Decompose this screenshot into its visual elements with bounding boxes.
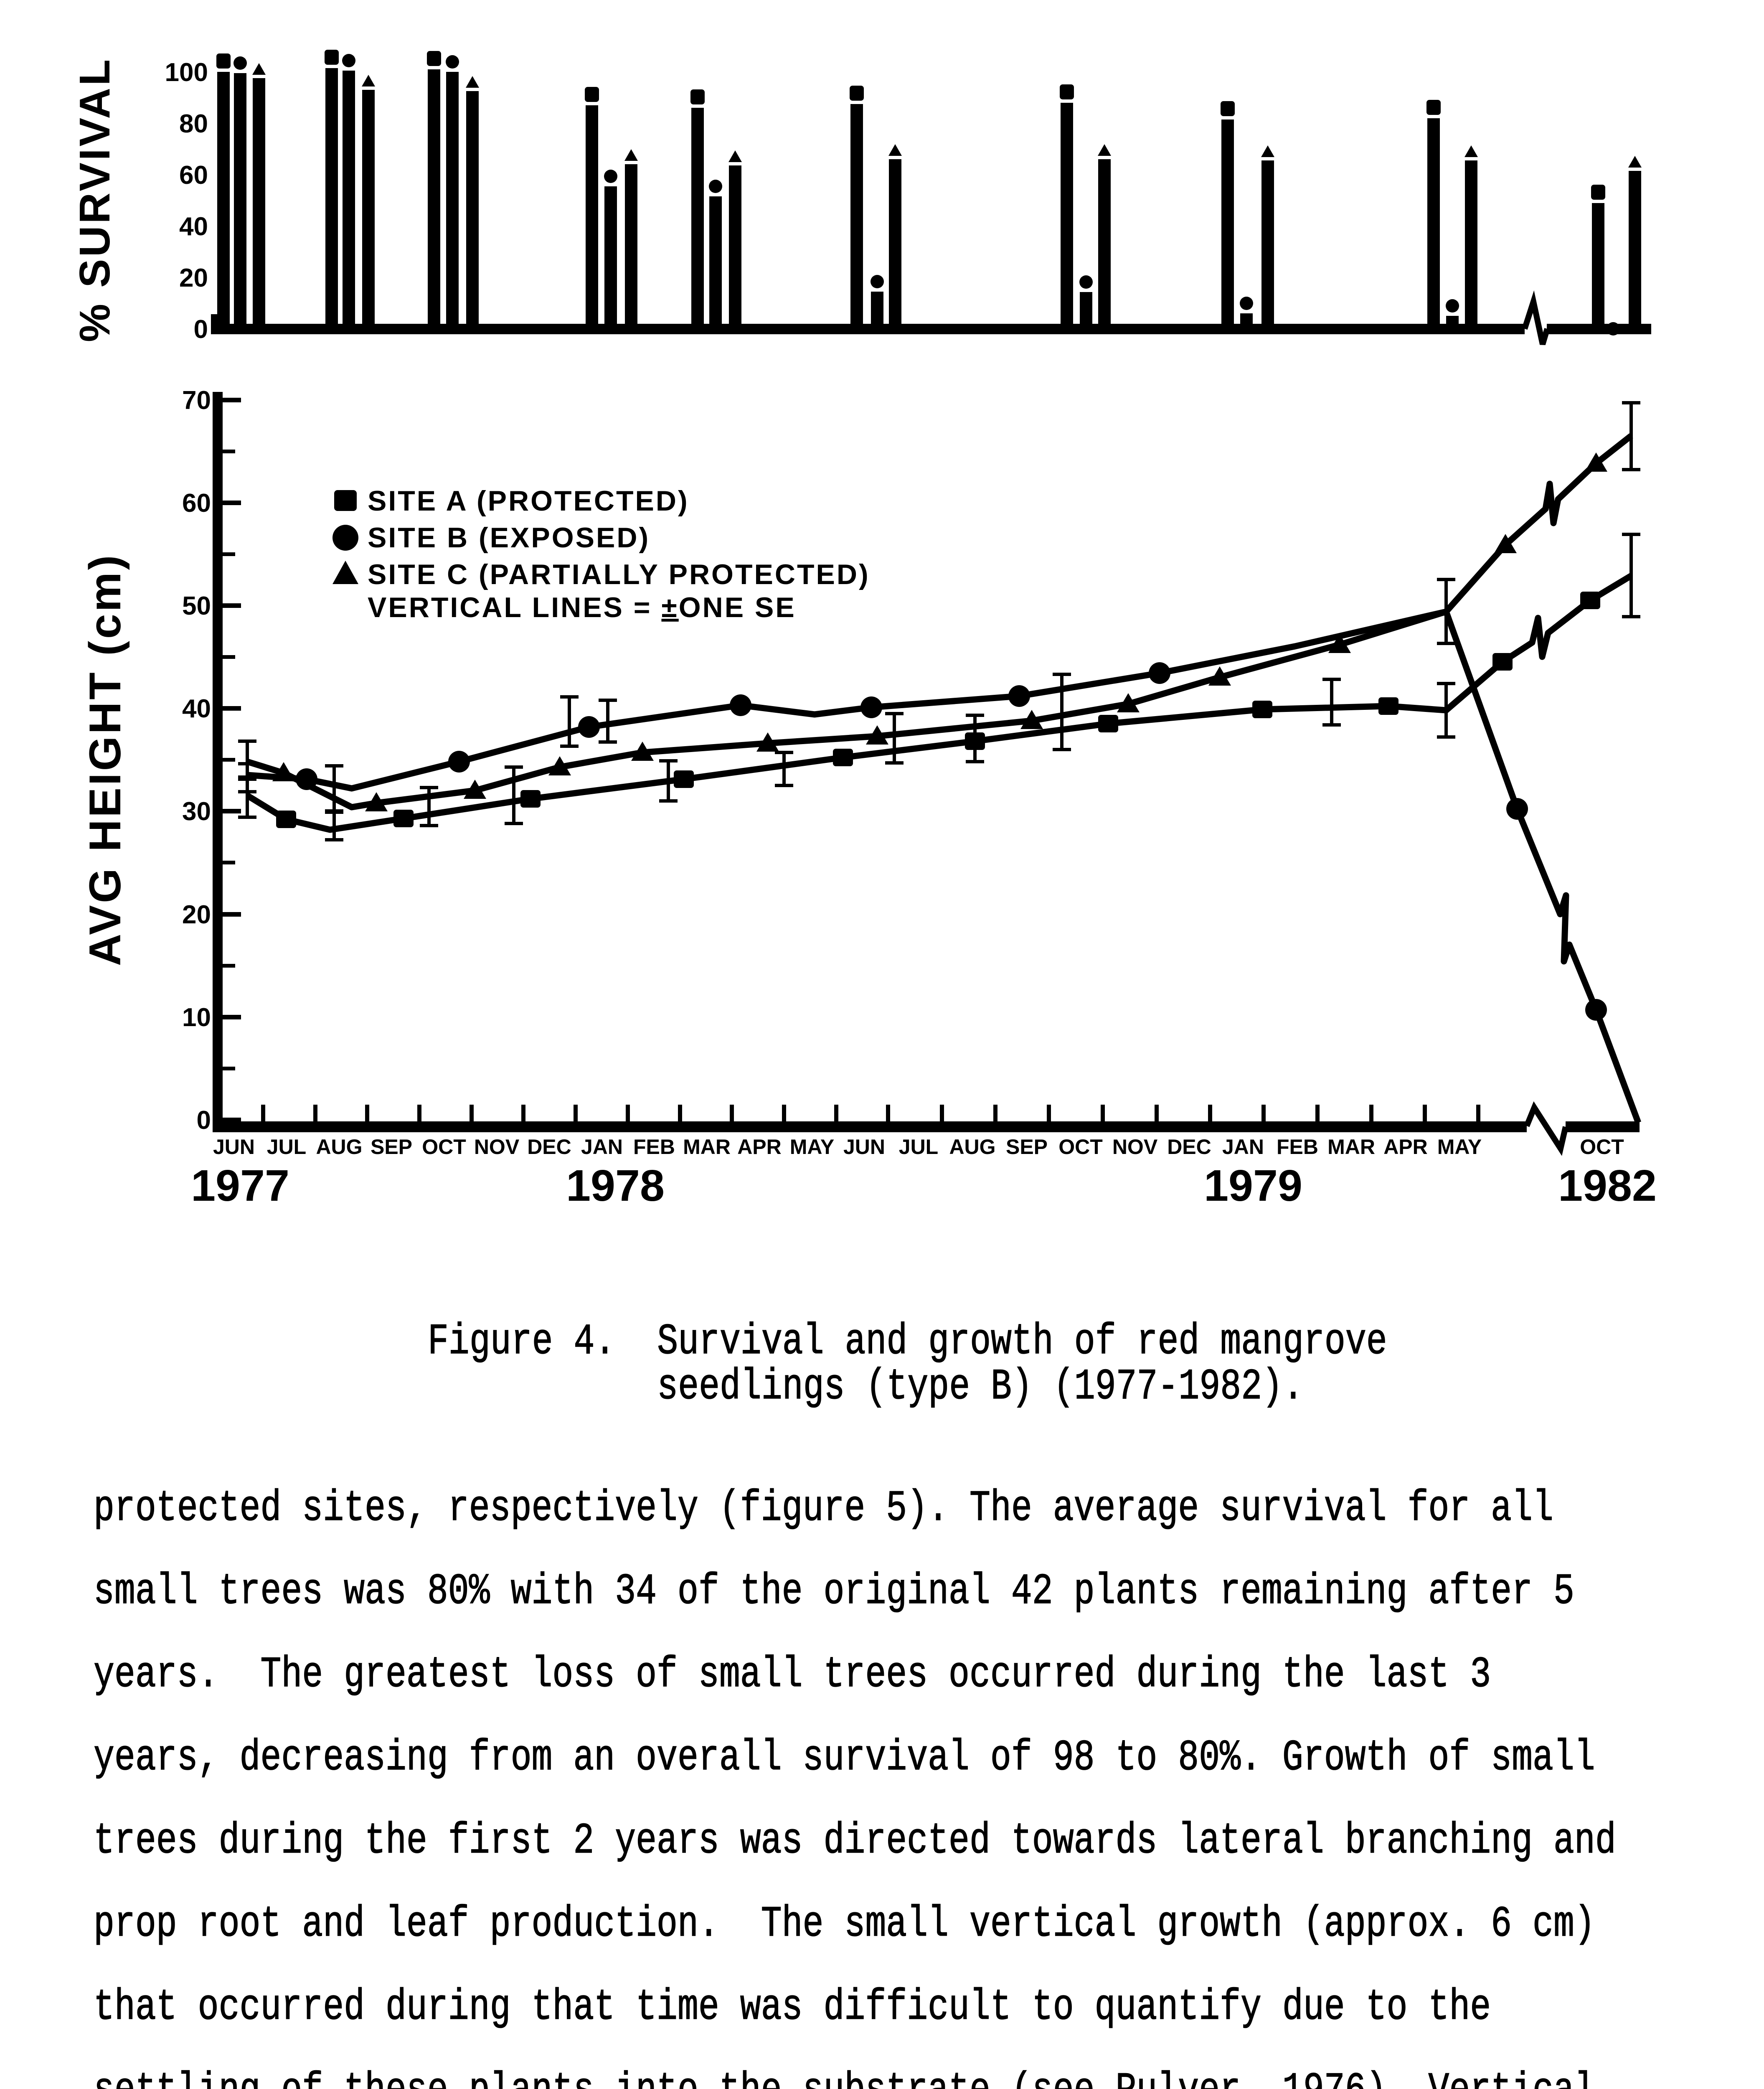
svg-text:1978: 1978 <box>566 1161 665 1210</box>
svg-text:SEP: SEP <box>1006 1135 1048 1159</box>
svg-text:SITE A (PROTECTED): SITE A (PROTECTED) <box>368 485 689 517</box>
svg-text:20: 20 <box>182 900 211 929</box>
svg-text:70: 70 <box>182 386 211 415</box>
svg-text:SITE C (PARTIALLY PROTECTED): SITE C (PARTIALLY PROTECTED) <box>368 559 870 590</box>
svg-text:40: 40 <box>182 694 211 723</box>
svg-text:FEB: FEB <box>1277 1135 1318 1159</box>
svg-text:JAN: JAN <box>1222 1135 1264 1159</box>
svg-text:DEC: DEC <box>1167 1135 1211 1159</box>
svg-text:1977: 1977 <box>191 1161 289 1210</box>
svg-text:40: 40 <box>179 212 208 241</box>
svg-text:SITE B (EXPOSED): SITE B (EXPOSED) <box>368 522 650 554</box>
svg-text:60: 60 <box>182 489 211 518</box>
svg-text:OCT: OCT <box>1580 1135 1624 1159</box>
svg-text:DEC: DEC <box>527 1135 571 1159</box>
svg-text:100: 100 <box>165 58 208 87</box>
svg-text:MAR: MAR <box>1327 1135 1375 1159</box>
svg-text:50: 50 <box>182 592 211 620</box>
svg-text:30: 30 <box>182 797 211 826</box>
svg-text:SEP: SEP <box>371 1135 412 1159</box>
svg-text:MAY: MAY <box>1437 1135 1482 1159</box>
svg-text:NOV: NOV <box>474 1135 520 1159</box>
svg-text:0: 0 <box>194 315 208 344</box>
svg-text:AUG: AUG <box>949 1135 995 1159</box>
svg-text:FEB: FEB <box>633 1135 675 1159</box>
svg-text:JUL: JUL <box>267 1135 306 1159</box>
svg-text:JUN: JUN <box>843 1135 885 1159</box>
svg-text:JAN: JAN <box>581 1135 623 1159</box>
svg-text:VERTICAL LINES = ±ONE SE: VERTICAL LINES = ±ONE SE <box>368 592 796 623</box>
svg-text:% SURVIVAL: % SURVIVAL <box>71 57 119 342</box>
svg-text:10: 10 <box>182 1003 211 1032</box>
svg-text:MAY: MAY <box>790 1135 835 1159</box>
svg-text:1979: 1979 <box>1204 1161 1302 1210</box>
svg-text:0: 0 <box>197 1106 211 1135</box>
svg-text:AVG HEIGHT (cm): AVG HEIGHT (cm) <box>80 553 130 966</box>
svg-text:80: 80 <box>179 109 208 138</box>
svg-text:MAR: MAR <box>683 1135 731 1159</box>
svg-text:1982: 1982 <box>1558 1161 1657 1210</box>
svg-text:OCT: OCT <box>422 1135 466 1159</box>
svg-text:20: 20 <box>179 264 208 292</box>
svg-text:AUG: AUG <box>316 1135 362 1159</box>
svg-text:APR: APR <box>737 1135 782 1159</box>
svg-text:JUL: JUL <box>899 1135 938 1159</box>
svg-text:JUN: JUN <box>213 1135 255 1159</box>
svg-text:OCT: OCT <box>1058 1135 1103 1159</box>
svg-text:NOV: NOV <box>1112 1135 1158 1159</box>
svg-text:APR: APR <box>1383 1135 1428 1159</box>
svg-text:60: 60 <box>179 161 208 190</box>
